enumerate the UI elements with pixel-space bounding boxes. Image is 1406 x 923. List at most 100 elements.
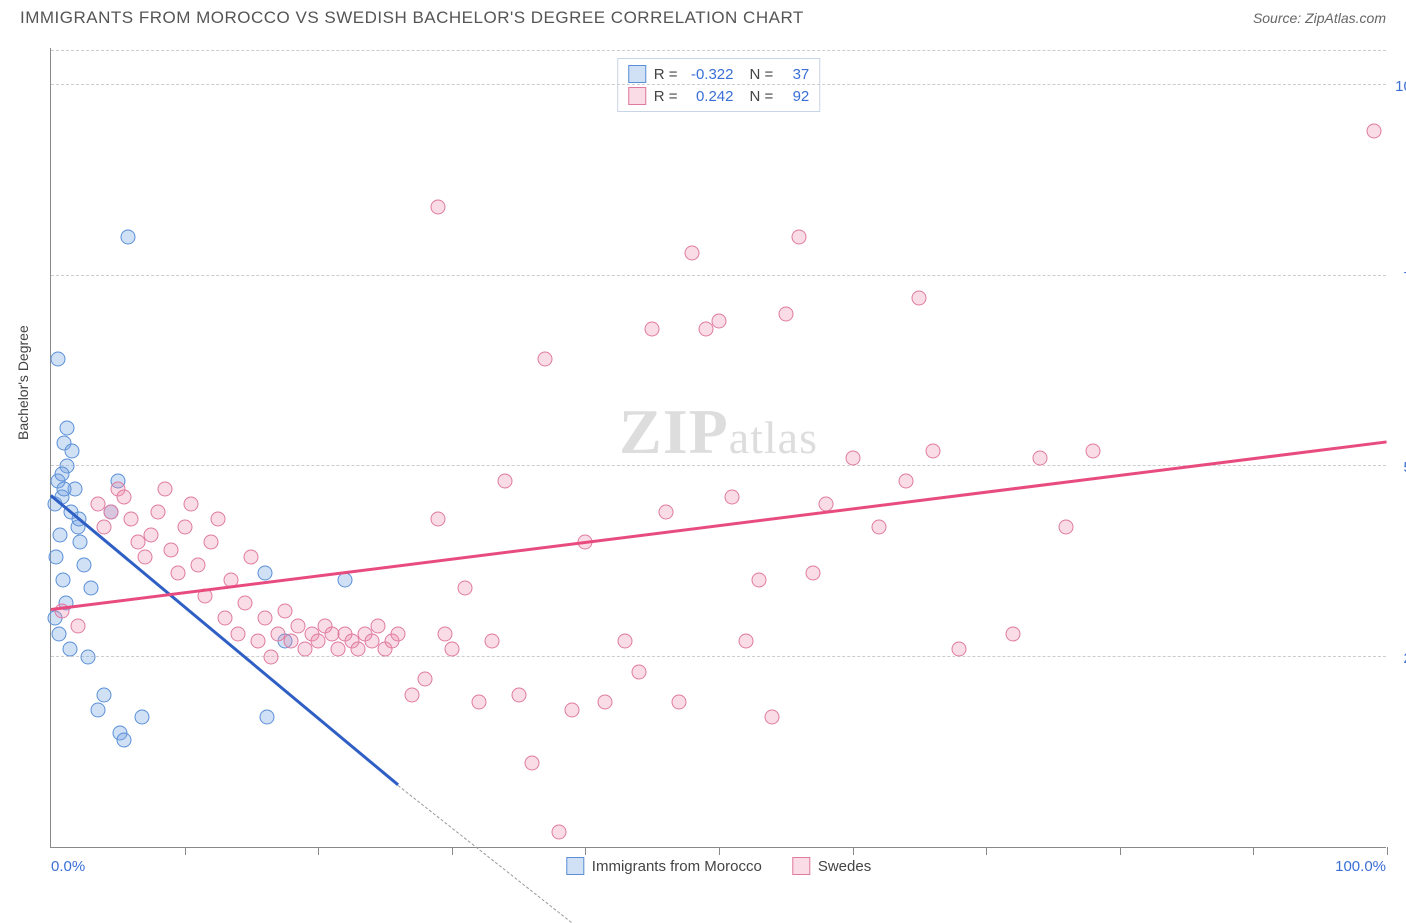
scatter-point [551,824,566,839]
scatter-point [204,535,219,550]
scatter-point [150,504,165,519]
scatter-point [912,291,927,306]
scatter-point [104,504,119,519]
n-value-morocco: 37 [781,66,809,83]
x-axis-min-label: 0.0% [51,858,85,875]
n-label: N = [750,66,774,83]
scatter-point [1032,451,1047,466]
scatter-point [177,520,192,535]
scatter-point [251,634,266,649]
legend-item-swedes: Swedes [792,857,871,875]
scatter-point [1086,443,1101,458]
r-label: R = [654,88,678,105]
scatter-point [257,611,272,626]
scatter-point [50,352,65,367]
scatter-point [371,619,386,634]
scatter-point [49,550,64,565]
scatter-point [73,535,88,550]
scatter-point [170,565,185,580]
scatter-point [1059,520,1074,535]
x-tick [986,847,987,855]
scatter-point [97,520,112,535]
source-attribution: Source: ZipAtlas.com [1253,10,1386,26]
gridline [51,84,1386,85]
scatter-point [712,314,727,329]
scatter-point [137,550,152,565]
scatter-point [84,580,99,595]
trend-line [51,441,1387,611]
scatter-point [658,504,673,519]
n-label: N = [750,88,774,105]
series-legend: Immigrants from Morocco Swedes [566,857,871,875]
scatter-point [805,565,820,580]
scatter-point [598,695,613,710]
chart-title: IMMIGRANTS FROM MOROCCO VS SWEDISH BACHE… [20,8,804,28]
scatter-point [70,619,85,634]
x-tick [452,847,453,855]
scatter-point [498,474,513,489]
scatter-point [952,641,967,656]
scatter-point [631,664,646,679]
scatter-point [77,558,92,573]
scatter-point [277,603,292,618]
scatter-point [117,733,132,748]
scatter-point [698,321,713,336]
scatter-point [458,580,473,595]
x-axis-max-label: 100.0% [1335,858,1386,875]
scatter-point [257,565,272,580]
x-tick [719,847,720,855]
scatter-point [217,611,232,626]
scatter-point [81,649,96,664]
x-tick [585,847,586,855]
scatter-point [190,558,205,573]
scatter-point [511,687,526,702]
scatter-point [56,573,71,588]
x-tick [853,847,854,855]
scatter-point [752,573,767,588]
scatter-point [565,702,580,717]
legend-swatch-icon [566,857,584,875]
scatter-point [57,481,72,496]
legend-swatch-icon [792,857,810,875]
scatter-point [164,542,179,557]
scatter-point [431,200,446,215]
scatter-point [144,527,159,542]
r-label: R = [654,66,678,83]
legend-label-morocco: Immigrants from Morocco [592,858,762,875]
n-value-swedes: 92 [781,88,809,105]
scatter-point [211,512,226,527]
scatter-point [1005,626,1020,641]
scatter-point [484,634,499,649]
scatter-point [54,466,69,481]
scatter-point [244,550,259,565]
scatter-point [725,489,740,504]
legend-row-swedes: R = 0.242 N = 92 [628,85,810,107]
scatter-point [52,626,67,641]
scatter-point [391,626,406,641]
scatter-point [53,527,68,542]
scatter-point [765,710,780,725]
watermark: ZIPatlas [619,395,818,469]
scatter-point [471,695,486,710]
scatter-point [538,352,553,367]
x-tick [1387,847,1388,855]
scatter-point [157,481,172,496]
gridline [51,50,1386,51]
scatter-point [60,420,75,435]
scatter-point [778,306,793,321]
gridline [51,275,1386,276]
legend-item-morocco: Immigrants from Morocco [566,857,762,875]
scatter-point [1366,123,1381,138]
scatter-point [671,695,686,710]
scatter-point [444,641,459,656]
scatter-point [260,710,275,725]
x-tick [1120,847,1121,855]
legend-swatch-swedes [628,87,646,105]
scatter-point [117,489,132,504]
scatter-point [337,573,352,588]
trend-line-extrapolated [398,785,572,923]
scatter-point [418,672,433,687]
scatter-point [404,687,419,702]
scatter-point [264,649,279,664]
y-tick-label: 100.0% [1395,78,1406,95]
